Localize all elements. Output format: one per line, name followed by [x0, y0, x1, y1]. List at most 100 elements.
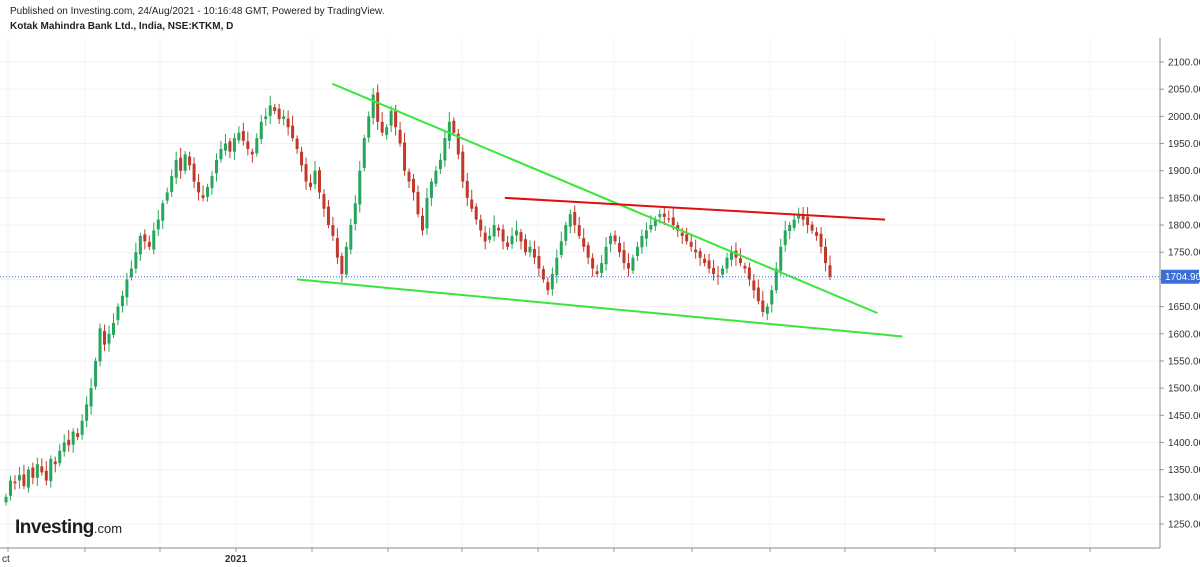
candle	[492, 215, 496, 242]
candle-body	[810, 224, 814, 231]
candle-body	[192, 163, 196, 182]
candle	[58, 444, 62, 467]
candle-body	[765, 306, 769, 314]
candle-body	[591, 258, 595, 269]
candle-body	[35, 464, 39, 478]
candle-body	[815, 232, 819, 236]
candle-body	[622, 250, 626, 264]
resistance-line	[504, 196, 886, 221]
candle-body	[353, 203, 357, 224]
candle-body	[644, 230, 648, 239]
candle-body	[497, 227, 501, 231]
candle	[618, 236, 622, 258]
candle	[286, 110, 290, 136]
candle	[255, 133, 259, 157]
candle	[765, 303, 769, 321]
candle-body	[264, 116, 268, 120]
candle-body	[479, 219, 483, 231]
candle-body	[349, 225, 353, 250]
candle-body	[246, 141, 250, 149]
candle-body	[241, 131, 245, 141]
candle-body	[747, 267, 751, 280]
candle	[331, 216, 335, 241]
candle-body	[197, 182, 201, 193]
candle	[474, 203, 478, 225]
candle-body	[752, 280, 756, 291]
candle	[134, 242, 138, 274]
candle	[120, 290, 124, 313]
price-label: 1550.00	[1168, 356, 1200, 367]
logo-suffix: .com	[93, 521, 123, 536]
candle	[179, 147, 183, 179]
candle	[774, 262, 778, 294]
candle	[747, 262, 751, 286]
price-label: 1300.00	[1168, 492, 1200, 503]
candle	[501, 224, 505, 250]
candle-body	[174, 159, 178, 178]
candle-body	[721, 268, 725, 275]
candle-body	[515, 230, 519, 236]
candle-body	[635, 246, 639, 257]
candle-body	[67, 439, 71, 446]
candle	[67, 429, 71, 452]
candle	[640, 229, 644, 254]
candle-body	[22, 474, 26, 486]
candle	[412, 173, 416, 201]
candle-body	[326, 206, 330, 226]
candle	[573, 205, 577, 234]
candle	[528, 240, 532, 258]
candle	[828, 255, 832, 280]
candle-body	[456, 133, 460, 155]
candle-body	[214, 159, 218, 174]
candle-body	[783, 230, 787, 246]
candle-body	[416, 191, 420, 215]
candle	[447, 112, 451, 149]
candle-body	[268, 105, 272, 116]
candle	[192, 157, 196, 189]
price-label: 2100.00	[1168, 58, 1200, 69]
candle-body	[761, 300, 765, 313]
published-line: Published on Investing.com, 24/Aug/2021 …	[10, 6, 385, 17]
price-axis: 2100.00 2050.00 2000.00 1950.00 1900.00 1850.…	[1159, 38, 1200, 548]
candle-body	[685, 234, 689, 242]
candle-body	[232, 138, 236, 152]
candle	[438, 153, 442, 174]
candle	[344, 241, 348, 278]
candle	[685, 227, 689, 245]
candle	[268, 95, 272, 124]
candle-body	[358, 170, 362, 205]
symbol-title: Kotak Mahindra Bank Ltd., India, NSE:KTK…	[10, 21, 234, 32]
candle-body	[152, 230, 156, 250]
candle-body	[582, 238, 586, 247]
candle	[564, 221, 568, 246]
candle	[4, 493, 8, 506]
candle	[662, 207, 666, 226]
candle-body	[223, 143, 227, 151]
candle-body	[510, 235, 514, 245]
candle-body	[618, 242, 622, 253]
candle-body	[729, 252, 733, 260]
candle-body	[797, 214, 801, 219]
candle-body	[210, 176, 214, 189]
candle	[304, 157, 308, 190]
candle-body	[779, 246, 783, 271]
candle	[550, 267, 554, 296]
candle-body	[4, 496, 8, 503]
candle-body	[662, 213, 666, 217]
candle	[152, 222, 156, 255]
candle	[376, 84, 380, 130]
candle-body	[201, 195, 205, 198]
candle-body	[443, 138, 447, 161]
candle-body	[707, 260, 711, 269]
candle	[385, 123, 389, 140]
candle	[577, 216, 581, 240]
candle	[335, 228, 339, 265]
candle	[465, 172, 469, 207]
candle-body	[120, 295, 124, 307]
candle-body	[309, 182, 313, 188]
candle	[703, 253, 707, 267]
candle	[273, 103, 277, 115]
candle-body	[313, 170, 317, 185]
candle	[76, 428, 80, 441]
